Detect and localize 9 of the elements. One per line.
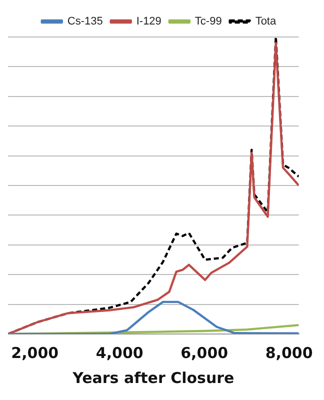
x-tick-label: 4,000 (96, 344, 144, 362)
legend-label: I-129 (136, 16, 162, 28)
legend-label: Tota (255, 16, 277, 28)
x-tick-label: 6,000 (180, 344, 228, 362)
legend-label: Cs-135 (67, 16, 103, 28)
x-axis-title: Years after Closure (72, 368, 234, 387)
x-tick-label: 8,000 (265, 344, 313, 362)
legend-label: Tc-99 (194, 16, 222, 28)
x-tick-label: 2,000 (11, 344, 59, 362)
